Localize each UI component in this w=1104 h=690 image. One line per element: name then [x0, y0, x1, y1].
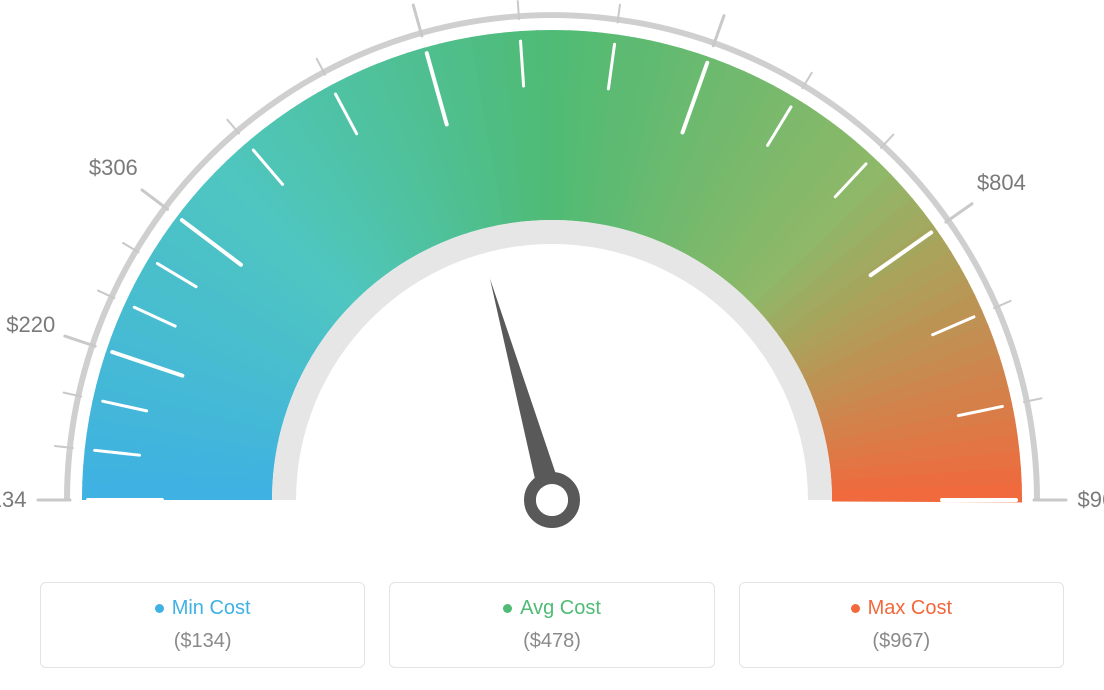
gauge-svg	[0, 0, 1104, 560]
legend-value-avg: ($478)	[400, 630, 703, 653]
legend-value-min: ($134)	[51, 630, 354, 653]
legend-dot-min	[155, 604, 164, 613]
gauge-tick-label: $306	[89, 155, 138, 181]
gauge-tick-label: $967	[1078, 487, 1104, 513]
legend-label-avg: Avg Cost	[520, 597, 601, 620]
legend-row: Min Cost ($134) Avg Cost ($478) Max Cost…	[40, 582, 1064, 668]
gauge-tick-label: $804	[977, 170, 1026, 196]
gauge-tick-label: $134	[0, 487, 26, 513]
legend-label-min: Min Cost	[172, 597, 251, 620]
legend-card-min: Min Cost ($134)	[40, 582, 365, 668]
legend-value-max: ($967)	[750, 630, 1053, 653]
legend-card-avg: Avg Cost ($478)	[389, 582, 714, 668]
legend-label-max: Max Cost	[868, 597, 952, 620]
legend-card-max: Max Cost ($967)	[739, 582, 1064, 668]
gauge-needle	[490, 279, 564, 504]
gauge-chart: $134$220$306$478$641$804$967	[0, 0, 1104, 560]
legend-dot-avg	[503, 604, 512, 613]
legend-dot-max	[851, 604, 860, 613]
gauge-tick-label: $220	[6, 312, 55, 338]
